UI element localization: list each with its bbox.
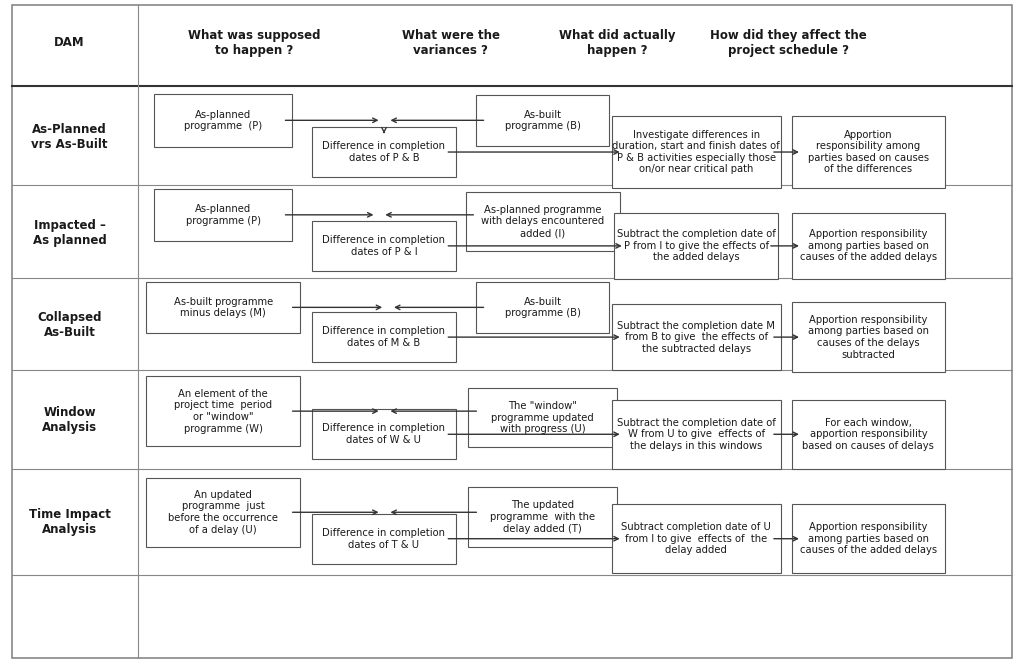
FancyBboxPatch shape [792, 399, 945, 469]
Text: What did actually
happen ?: What did actually happen ? [559, 29, 676, 57]
Text: Apportion
responsibility among
parties based on causes
of the differences: Apportion responsibility among parties b… [808, 130, 929, 175]
Text: As-Planned
vrs As-Built: As-Planned vrs As-Built [32, 123, 108, 151]
Text: Difference in completion
dates of P & B: Difference in completion dates of P & B [323, 141, 445, 163]
FancyBboxPatch shape [312, 221, 456, 271]
Text: What were the
variances ?: What were the variances ? [401, 29, 500, 57]
Text: As-built
programme (B): As-built programme (B) [505, 110, 581, 131]
FancyBboxPatch shape [146, 477, 300, 547]
FancyBboxPatch shape [612, 304, 780, 370]
Text: Window
Analysis: Window Analysis [42, 406, 97, 434]
Text: The updated
programme  with the
delay added (T): The updated programme with the delay add… [490, 500, 595, 533]
Text: An element of the
project time  period
or "window"
programme (W): An element of the project time period or… [174, 389, 272, 434]
Text: The "window"
programme updated
with progress (U): The "window" programme updated with prog… [492, 401, 594, 434]
FancyBboxPatch shape [614, 213, 778, 279]
Text: Investigate differences in
duration, start and finish dates of
P & B activities : Investigate differences in duration, sta… [612, 130, 780, 175]
Text: Subtract the completion date M
from B to give  the effects of
the subtracted del: Subtract the completion date M from B to… [617, 321, 775, 354]
FancyBboxPatch shape [469, 487, 616, 547]
Text: As-built programme
minus delays (M): As-built programme minus delays (M) [174, 297, 272, 318]
Text: Difference in completion
dates of M & B: Difference in completion dates of M & B [323, 327, 445, 348]
Text: Difference in completion
dates of P & I: Difference in completion dates of P & I [323, 235, 445, 256]
FancyBboxPatch shape [146, 282, 300, 333]
FancyBboxPatch shape [312, 514, 456, 563]
Text: Subtract the completion date of
W from U to give  effects of
the delays in this : Subtract the completion date of W from U… [616, 418, 776, 451]
Text: For each window,
apportion responsibility
based on causes of delays: For each window, apportion responsibilit… [803, 418, 934, 451]
FancyBboxPatch shape [476, 95, 609, 146]
FancyBboxPatch shape [154, 94, 293, 147]
FancyBboxPatch shape [312, 313, 456, 362]
FancyBboxPatch shape [792, 504, 945, 574]
Text: Time Impact
Analysis: Time Impact Analysis [29, 508, 111, 536]
Text: Difference in completion
dates of T & U: Difference in completion dates of T & U [323, 528, 445, 549]
Text: Apportion responsibility
among parties based on
causes of the added delays: Apportion responsibility among parties b… [800, 229, 937, 262]
FancyBboxPatch shape [792, 303, 945, 371]
Text: Apportion responsibility
among parties based on
causes of the added delays: Apportion responsibility among parties b… [800, 522, 937, 555]
Text: As-planned
programme (P): As-planned programme (P) [185, 204, 261, 225]
Text: DAM: DAM [54, 36, 85, 50]
Text: What was supposed
to happen ?: What was supposed to happen ? [187, 29, 321, 57]
FancyBboxPatch shape [476, 282, 609, 333]
Text: Collapsed
As-Built: Collapsed As-Built [38, 311, 101, 339]
FancyBboxPatch shape [792, 116, 945, 188]
Text: Subtract completion date of U
from I to give  effects of  the
delay added: Subtract completion date of U from I to … [622, 522, 771, 555]
FancyBboxPatch shape [612, 399, 780, 469]
Text: Apportion responsibility
among parties based on
causes of the delays
subtracted: Apportion responsibility among parties b… [808, 315, 929, 360]
FancyBboxPatch shape [146, 377, 300, 446]
FancyBboxPatch shape [154, 189, 293, 241]
Text: Difference in completion
dates of W & U: Difference in completion dates of W & U [323, 424, 445, 445]
FancyBboxPatch shape [612, 504, 780, 574]
FancyBboxPatch shape [466, 192, 620, 251]
Text: Subtract the completion date of
P from I to give the effects of
the added delays: Subtract the completion date of P from I… [616, 229, 776, 262]
Text: As-planned programme
with delays encountered
added (I): As-planned programme with delays encount… [481, 205, 604, 238]
FancyBboxPatch shape [469, 388, 616, 447]
Text: Impacted –
As planned: Impacted – As planned [33, 219, 106, 247]
FancyBboxPatch shape [792, 213, 945, 279]
Text: How did they affect the
project schedule ?: How did they affect the project schedule… [710, 29, 867, 57]
Text: An updated
programme  just
before the occurrence
of a delay (U): An updated programme just before the occ… [168, 490, 279, 535]
FancyBboxPatch shape [312, 409, 456, 459]
FancyBboxPatch shape [612, 116, 780, 188]
Text: As-planned
programme  (P): As-planned programme (P) [184, 110, 262, 131]
FancyBboxPatch shape [312, 127, 456, 176]
Text: As-built
programme (B): As-built programme (B) [505, 297, 581, 318]
